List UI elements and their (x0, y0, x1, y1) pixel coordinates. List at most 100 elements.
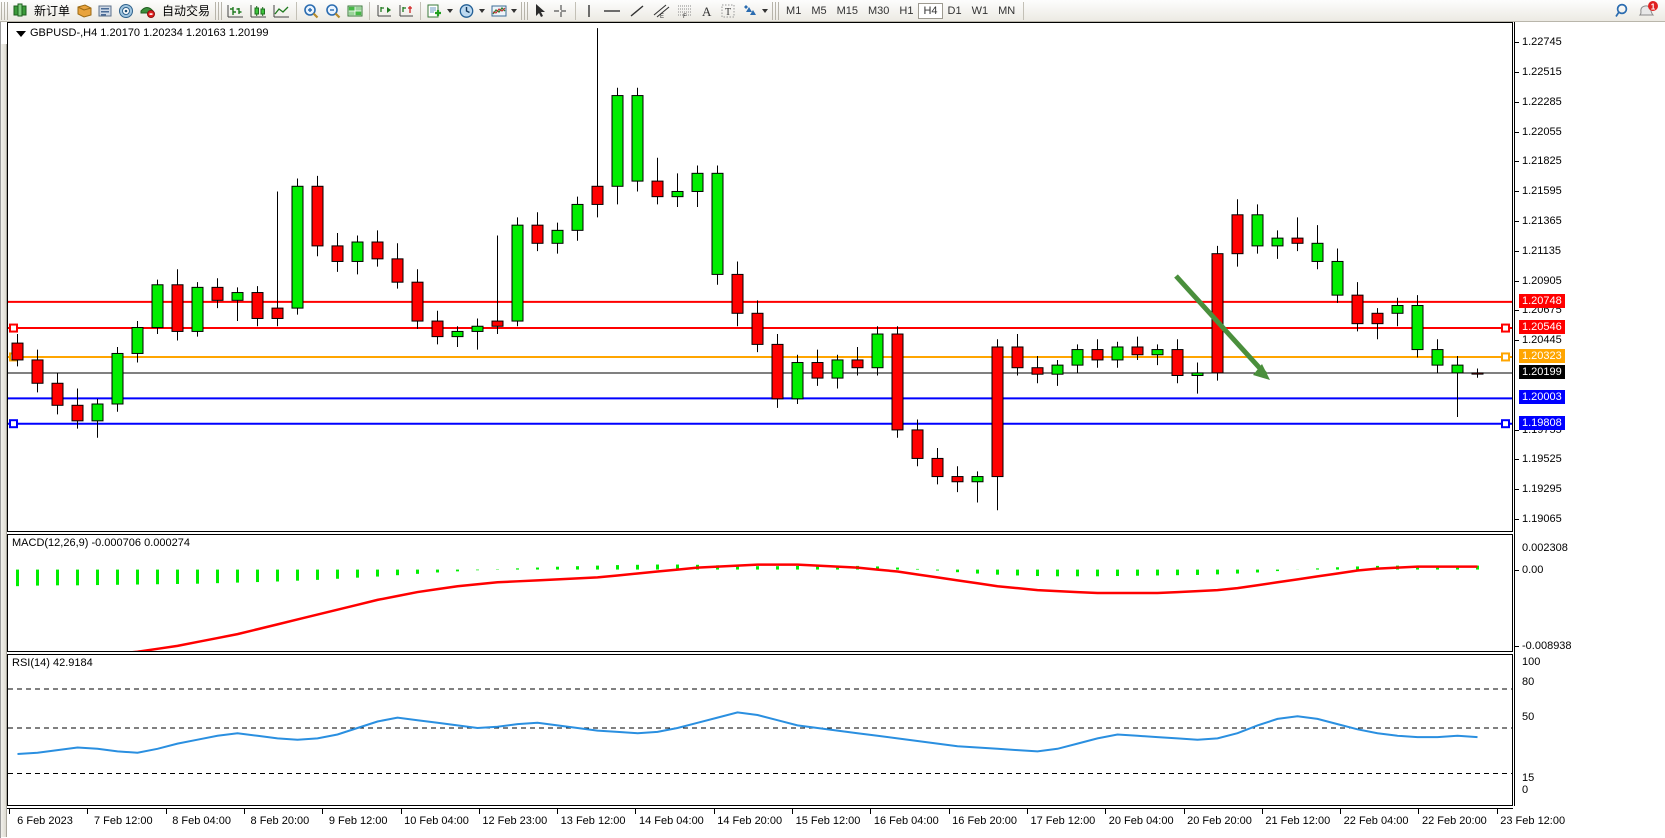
timeframe-w1[interactable]: W1 (971, 4, 989, 17)
shift-end-icon[interactable] (373, 1, 395, 21)
chart-vertical-scrollbar[interactable] (1, 44, 7, 837)
time-axis-tick (870, 809, 872, 814)
line-chart-icon[interactable] (270, 1, 293, 21)
timeframe-h4[interactable]: H4 (918, 2, 943, 19)
horizontal-line-icon[interactable] (599, 1, 625, 21)
rsi-axis-label: 50 (1522, 711, 1535, 723)
price-axis-label: 1.20905 (1522, 274, 1562, 287)
price-line-badge-resistance-1[interactable]: 1.20546 (1519, 320, 1565, 335)
chart-menu-arrow-icon[interactable] (16, 31, 26, 37)
price-line-badge-resistance-2[interactable]: 1.20748 (1519, 293, 1565, 308)
price-line-badge-support-2[interactable]: 1.19808 (1519, 415, 1565, 430)
time-axis-tick (948, 809, 950, 814)
price-axis-tick (1515, 191, 1519, 193)
price-axis-tick (1515, 429, 1519, 431)
bar-chart-icon[interactable] (224, 1, 247, 21)
zoom-out-icon[interactable] (322, 1, 344, 21)
time-axis-label: 14 Feb 20:00 (717, 815, 783, 827)
macd-pane[interactable]: MACD(12,26,9) -0.000706 0.000274 (7, 534, 1513, 652)
timeframe-h1[interactable]: H1 (899, 4, 914, 17)
timeframe-m5[interactable]: M5 (811, 4, 827, 17)
price-axis-tick (1515, 310, 1519, 312)
rsi-axis-label: 15 (1522, 772, 1535, 784)
new-order-icon[interactable] (10, 1, 30, 21)
text-label-icon[interactable]: T (717, 1, 739, 21)
text-icon[interactable]: A (697, 1, 717, 21)
price-line-badge-pivot[interactable]: 1.20323 (1519, 348, 1565, 363)
time-axis-label: 15 Feb 12:00 (795, 815, 861, 827)
time-axis-tick (1496, 809, 1498, 814)
svg-text:E: E (660, 14, 664, 19)
indicators-icon[interactable] (488, 1, 510, 21)
toolbar-grip-3[interactable] (521, 1, 529, 20)
alerts-icon[interactable]: 1 (1635, 1, 1661, 21)
price-axis-label: 1.20445 (1522, 334, 1562, 347)
objects-icon[interactable] (739, 1, 761, 21)
toolbar-separator-3 (420, 1, 422, 20)
timeframe-m15[interactable]: M15 (836, 4, 858, 17)
indicators-caret-icon[interactable] (511, 8, 518, 13)
time-axis-tick (243, 809, 245, 814)
time-axis-tick (713, 809, 715, 814)
price-axis[interactable]: 1.22745 1.22515 1.22285 1.22055 1.21825 1.215… (1514, 22, 1665, 806)
rsi-axis-label: 100 (1522, 656, 1541, 668)
time-axis-label: 16 Feb 04:00 (873, 815, 939, 827)
candlestick-chart-icon[interactable] (247, 1, 270, 21)
price-axis-label: 1.19295 (1522, 483, 1562, 496)
equidistant-channel-icon[interactable]: E (649, 1, 673, 21)
rsi-plot-svg (8, 688, 1512, 774)
cursor-icon[interactable] (530, 1, 550, 21)
time-axis-label: 22 Feb 20:00 (1421, 815, 1487, 827)
search-icon[interactable] (1611, 1, 1635, 21)
expert-advisor-icon[interactable] (137, 1, 158, 21)
grid-icon[interactable] (344, 1, 366, 21)
price-axis-tick (1515, 220, 1519, 222)
macd-plot-svg (16, 563, 1479, 651)
price-line-badge-support-1[interactable]: 1.20003 (1519, 390, 1565, 405)
price-line-badge-last-price[interactable]: 1.20199 (1519, 365, 1565, 380)
chart-window[interactable]: GBPUSD-,H4 1.20170 1.20234 1.20163 1.201… (0, 22, 1665, 838)
toolbar-separator-1 (296, 1, 298, 20)
timeframe-d1[interactable]: D1 (947, 4, 962, 17)
objects-caret-icon[interactable] (762, 8, 769, 13)
terminal-icon[interactable] (95, 1, 116, 21)
charts-icon[interactable] (74, 1, 95, 21)
time-axis-tick (87, 809, 89, 814)
zoom-in-icon[interactable] (300, 1, 322, 21)
rsi-pane[interactable]: RSI(14) 42.9184 (7, 654, 1513, 806)
autotrading-label[interactable]: 自动交易 (162, 4, 211, 18)
periods-icon[interactable] (456, 1, 478, 21)
time-axis-label: 20 Feb 04:00 (1108, 815, 1174, 827)
time-axis[interactable]: 6 Feb 2023 7 Feb 12:00 8 Feb 04:00 8 Feb 20… (7, 808, 1565, 838)
time-axis-label: 6 Feb 2023 (17, 815, 73, 827)
timeframe-m30[interactable]: M30 (868, 4, 890, 17)
timeframe-mn[interactable]: MN (998, 4, 1016, 17)
time-axis-label: 21 Feb 12:00 (1265, 815, 1331, 827)
trendline-icon[interactable] (625, 1, 649, 21)
templates-caret-icon[interactable] (447, 8, 454, 13)
signals-icon[interactable] (116, 1, 137, 21)
new-order-label[interactable]: 新订单 (34, 4, 71, 18)
price-axis-label: 1.22515 (1522, 65, 1562, 78)
price-pane[interactable]: GBPUSD-,H4 1.20170 1.20234 1.20163 1.201… (7, 22, 1513, 532)
timeframe-m1[interactable]: M1 (786, 4, 802, 17)
time-axis-tick (478, 809, 480, 814)
shift-start-icon[interactable] (395, 1, 417, 21)
svg-text:F: F (683, 14, 687, 19)
toolbar-separator-2 (369, 1, 371, 20)
templates-icon[interactable] (424, 1, 446, 21)
toolbar-grip[interactable] (1, 1, 8, 20)
vertical-line-icon[interactable] (579, 1, 599, 21)
fibonacci-icon[interactable]: F (673, 1, 697, 21)
rsi-axis-label: 0 (1522, 784, 1529, 796)
toolbar-separator-5 (1023, 1, 1025, 20)
toolbar-grip-4[interactable] (772, 1, 780, 20)
price-axis-label: 1.22055 (1522, 125, 1562, 138)
periods-caret-icon[interactable] (479, 8, 486, 13)
macd-axis-tick (1515, 570, 1519, 571)
crosshair-icon[interactable] (550, 1, 572, 21)
toolbar-grip-2[interactable] (215, 1, 223, 20)
svg-text:1: 1 (1651, 2, 1656, 11)
time-axis-tick (792, 809, 793, 814)
symbol-ohlc-label: GBPUSD-,H4 1.20170 1.20234 1.20163 1.201… (30, 27, 269, 39)
